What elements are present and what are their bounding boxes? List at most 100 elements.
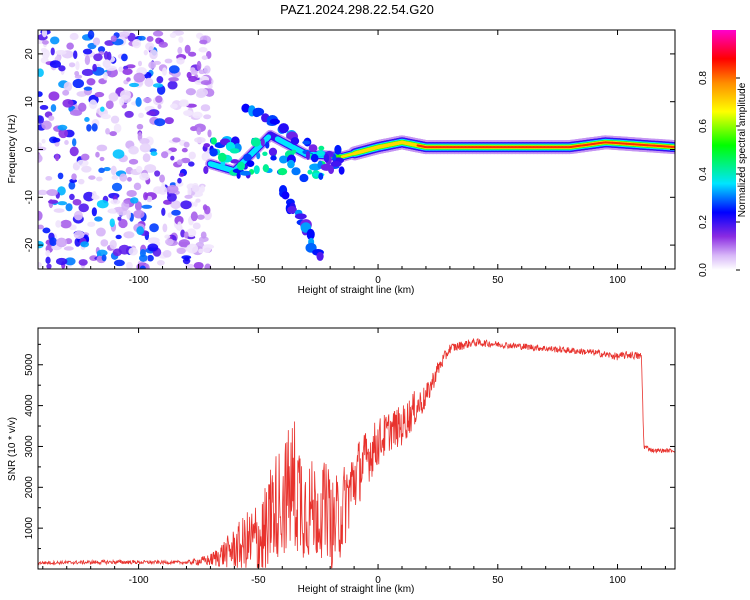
noise-cell — [55, 257, 68, 266]
colorbar: 0.0 0.2 0.4 0.6 0.8 Normalized spectral ampl… — [698, 30, 748, 277]
noise-cell — [55, 153, 60, 162]
noise-cell — [157, 104, 162, 110]
noise-cell — [186, 243, 199, 254]
noise-cell — [91, 123, 98, 132]
noise-cell — [76, 159, 89, 167]
noise-cell — [141, 204, 153, 209]
noise-cell — [128, 158, 139, 165]
noise-cell — [73, 50, 78, 60]
colorbar-tick-label: 0.6 — [698, 119, 709, 133]
x-tick-label: 50 — [492, 275, 504, 286]
noise-cell — [198, 237, 205, 244]
noise-cell — [87, 30, 95, 40]
noise-cell — [63, 81, 73, 92]
noise-cell — [146, 195, 153, 203]
noise-cell — [199, 39, 208, 45]
x-tick-label: -100 — [129, 575, 149, 586]
noise-cell — [94, 216, 103, 222]
noise-cell — [100, 106, 105, 112]
noise-cell — [103, 71, 108, 81]
noise-cell — [161, 182, 166, 192]
noise-cell — [148, 61, 157, 69]
noise-cell — [196, 88, 209, 97]
noise-cell — [40, 47, 48, 53]
noise-cell — [162, 67, 167, 76]
noise-cell — [195, 198, 201, 203]
noise-cell — [77, 178, 85, 185]
branch-cell — [252, 107, 265, 116]
branch-cell — [269, 118, 280, 125]
y-tick-label: -10 — [24, 190, 35, 205]
noise-cell — [41, 30, 48, 38]
noise-cell — [183, 141, 190, 148]
noise-cell — [127, 176, 132, 182]
noise-cell — [109, 239, 117, 250]
noise-cell — [187, 186, 192, 197]
noise-cell — [174, 215, 184, 225]
noise-cell — [200, 80, 212, 86]
noise-cell — [55, 220, 62, 228]
y-tick-label: 5000 — [24, 353, 35, 376]
ridge-cell — [318, 172, 324, 180]
noise-cell — [184, 263, 195, 269]
snr-series-line — [37, 338, 676, 569]
noise-cell — [103, 51, 109, 60]
noise-cell — [169, 32, 177, 39]
noise-cell — [110, 165, 117, 176]
noise-cell — [47, 199, 59, 204]
noise-cell — [103, 166, 111, 172]
ridge-cell — [291, 149, 297, 154]
noise-cell — [129, 82, 140, 88]
noise-cell — [147, 243, 159, 252]
noise-cell — [42, 227, 51, 234]
ridge-cell — [239, 170, 251, 176]
noise-cell — [156, 260, 165, 266]
noise-cell — [170, 155, 175, 161]
noise-cell — [164, 117, 174, 125]
noise-cell — [95, 151, 100, 158]
x-tick-label: -50 — [251, 575, 266, 586]
noise-cell — [202, 244, 212, 253]
noise-cell — [138, 112, 144, 118]
noise-cell — [82, 48, 93, 55]
noise-cell — [78, 259, 88, 266]
noise-cell — [123, 231, 135, 239]
noise-cell — [135, 97, 142, 107]
noise-cell — [153, 186, 164, 194]
noise-cell — [112, 149, 125, 159]
noise-cell — [184, 44, 191, 54]
noise-cell — [38, 146, 47, 151]
noise-cell — [143, 97, 152, 103]
noise-cell — [84, 117, 90, 122]
noise-cell — [137, 60, 143, 67]
noise-cell — [92, 37, 101, 46]
noise-cell — [184, 194, 193, 199]
noise-cell — [100, 239, 109, 247]
y-tick-label: 2000 — [24, 476, 35, 499]
noise-cell — [45, 256, 51, 264]
noise-cell — [57, 201, 68, 206]
noise-cell — [105, 100, 114, 110]
noise-cell — [164, 238, 174, 246]
noise-cell — [109, 208, 116, 214]
noise-cell — [74, 71, 80, 77]
y-tick-label: 3000 — [24, 435, 35, 458]
ridge-cell — [230, 159, 240, 164]
noise-cell — [87, 221, 96, 227]
ridge-cell — [265, 141, 270, 149]
noise-cell — [192, 222, 201, 230]
y-tick-label: 0 — [24, 146, 35, 152]
branch-cell — [278, 123, 289, 134]
noise-cell — [154, 170, 161, 177]
ridge-cell — [318, 145, 325, 151]
noise-cell — [203, 114, 212, 120]
noise-cell — [154, 118, 166, 127]
branch-cell — [294, 213, 307, 220]
noise-cell — [144, 164, 157, 173]
spectrogram-y-axis-label: Frequency (Hz) — [7, 115, 18, 184]
noise-cell — [161, 207, 166, 217]
noise-cell — [58, 65, 66, 72]
noise-cell — [178, 36, 184, 43]
snr-x-axis-label: Height of straight line (km) — [298, 584, 415, 595]
noise-cell — [149, 49, 158, 60]
